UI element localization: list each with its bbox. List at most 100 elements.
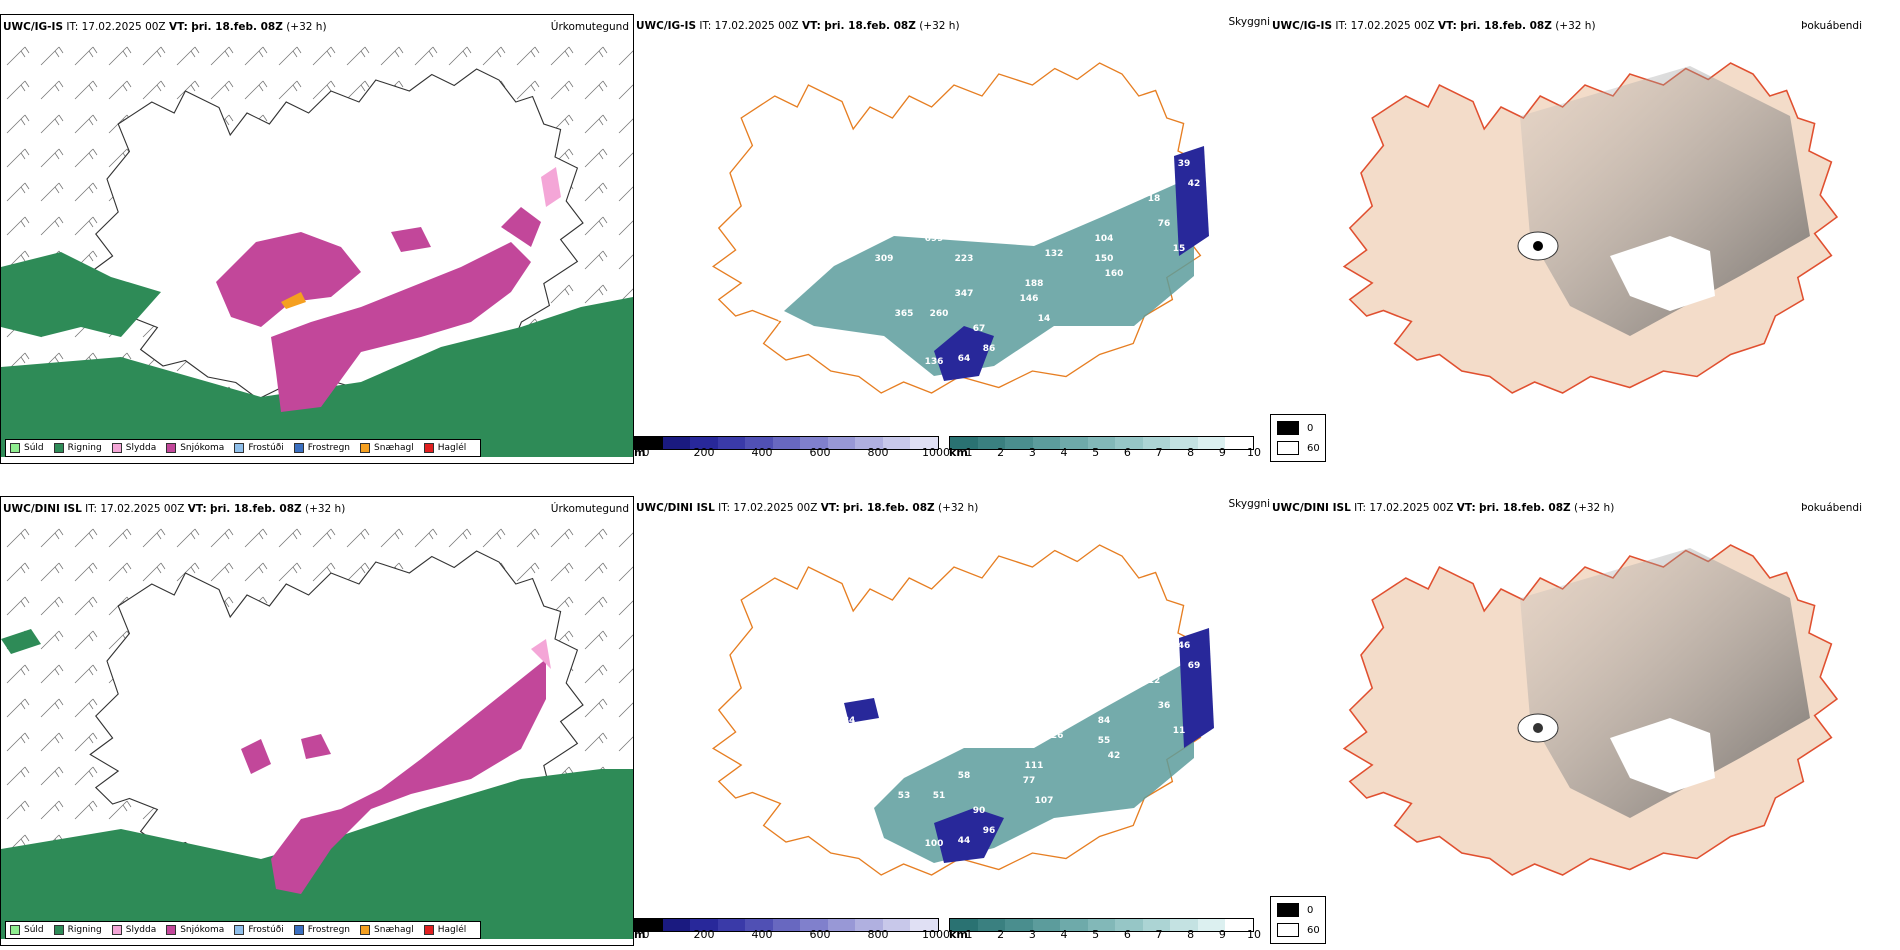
fog-map xyxy=(1343,544,1838,876)
precip-type-panel-1: UWC/IG-IS IT: 17.02.2025 00Z VT: þri. 18… xyxy=(0,14,634,464)
fog-legend-low: 0 xyxy=(1277,421,1313,435)
visibility-tick: 3 xyxy=(1028,446,1036,459)
cloud-base-tick: 200 xyxy=(693,928,715,941)
cloud-base-tick: 800 xyxy=(867,446,889,459)
cloud-base-label: 88 xyxy=(1128,114,1141,124)
panel-header: UWC/DINI ISL IT: 17.02.2025 00Z VT: þri.… xyxy=(1272,501,1614,515)
cloud-base-label: 132 xyxy=(1045,249,1064,259)
it-label: IT: xyxy=(66,21,79,33)
precip-type-panel-2: UWC/DINI ISL IT: 17.02.2025 00Z VT: þri.… xyxy=(0,496,634,946)
panel-kind: Skyggni xyxy=(1228,16,1271,28)
visibility-tick: 9 xyxy=(1218,928,1226,941)
cloud-base-label: 699 xyxy=(925,234,944,244)
legend-item-rain: Rigning xyxy=(53,925,102,935)
cloud-base-label: 307 xyxy=(705,329,724,339)
cloud-base-label: 76 xyxy=(1158,219,1171,229)
precip-type-map xyxy=(1,37,633,457)
visibility-tick: 7 xyxy=(1155,928,1163,941)
visibility-tick: 3 xyxy=(1028,928,1036,941)
it-label: IT: xyxy=(1335,20,1348,32)
cloud-base-tick: 600 xyxy=(809,928,831,941)
it-label: IT: xyxy=(718,502,731,514)
cloud-base-label: 42 xyxy=(1108,751,1121,761)
cloud-base-label: 53 xyxy=(898,791,911,801)
cloud-base-unit: m xyxy=(634,446,646,459)
cloud-base-label: 104 xyxy=(1095,234,1114,244)
cloud-base-label: 12 xyxy=(1148,676,1161,686)
model-name: UWC/IG-IS xyxy=(636,20,697,32)
cloud-base-label: 35 xyxy=(1148,159,1161,169)
cloud-base-label: 69 xyxy=(1188,661,1201,671)
legend-item-drizzle: Súld xyxy=(10,443,44,453)
panel-header: UWC/IG-IS IT: 17.02.2025 00Z VT: þri. 18… xyxy=(3,20,327,34)
cloud-base-labels: 84 306 647 837 173 98 58 53 51 100 44 96 90 71 77 111 10… xyxy=(800,596,1201,896)
visibility-tick: 5 xyxy=(1092,446,1100,459)
visibility-tick: 5 xyxy=(1092,928,1100,941)
legend-item-freezing-rain: Frostregn xyxy=(293,925,350,935)
panel-kind: Þokuábendi xyxy=(1801,502,1862,514)
cloud-base-tick: 0 xyxy=(642,928,650,941)
fog-legend: 0 60 xyxy=(1270,896,1326,944)
cloud-base-label: 46 xyxy=(1178,641,1191,651)
cloud-base-label: 8 xyxy=(1131,621,1137,631)
cloud-base-label: 107 xyxy=(1035,796,1054,806)
cloud-base-label: 136 xyxy=(925,357,944,367)
cloud-base-label: 15 xyxy=(1173,244,1186,254)
cloud-base-label: 12 xyxy=(728,329,741,339)
visibility-colorbar xyxy=(949,918,1254,932)
panel-kind: Þokuábendi xyxy=(1801,20,1862,32)
valid-time: þri. 18.feb. 08Z xyxy=(1460,20,1552,32)
cloud-base-label: 71 xyxy=(948,886,961,896)
cloud-base-colorbar xyxy=(634,918,939,932)
init-time: 17.02.2025 00Z xyxy=(81,21,166,33)
legend-item-sleet: Slydda xyxy=(111,443,156,453)
visibility-colorbar xyxy=(949,436,1254,450)
legend-item-rain: Rigning xyxy=(53,443,102,453)
legend-item-snow: Snjókoma xyxy=(166,443,224,453)
vt-label: VT: xyxy=(801,20,821,32)
cloud-base-label: 309 xyxy=(875,254,894,264)
cloud-base-unit: m xyxy=(634,928,646,941)
cloud-map: 84 306 647 837 173 98 58 53 51 100 44 96 90 71 77 111 10… xyxy=(712,544,1214,896)
model-name: UWC/DINI ISL xyxy=(636,502,715,514)
panel-kind: Úrkomutegund xyxy=(550,21,629,33)
cloud-base-label: 64 xyxy=(958,354,971,364)
visibility-tick: 8 xyxy=(1187,928,1195,941)
cloud-base-label: 111 xyxy=(1025,761,1044,771)
cloud-base-label: 365 xyxy=(895,309,914,319)
valid-time: þri. 18.feb. 08Z xyxy=(191,21,283,33)
legend-item-freezing-drizzle: Frostúði xyxy=(234,925,284,935)
cloud-base-label: 98 xyxy=(958,736,971,746)
cloud-base-label: 63 xyxy=(1158,129,1171,139)
valid-time: þri. 18.feb. 08Z xyxy=(824,20,916,32)
cloud-base-label: 5 xyxy=(1061,219,1067,229)
init-time: 17.02.2025 00Z xyxy=(1350,20,1435,32)
cloud-base-label: 223 xyxy=(955,254,974,264)
init-time: 17.02.2025 00Z xyxy=(1369,502,1454,514)
cloud-base-label: 837 xyxy=(875,736,894,746)
cloud-base-tick: 800 xyxy=(867,928,889,941)
cloud-base-label: 160 xyxy=(1105,269,1124,279)
cloud-base-label: 67 xyxy=(973,324,986,334)
cloud-base-label: 36 xyxy=(1158,701,1171,711)
panel-header: UWC/IG-IS IT: 17.02.2025 00Z VT: þri. 18… xyxy=(1272,19,1596,33)
cloud-base-label: 51 xyxy=(933,791,946,801)
visibility-tick: 9 xyxy=(1218,446,1226,459)
visibility-tick: 4 xyxy=(1060,928,1068,941)
legend-item-snow: Snjókoma xyxy=(166,925,224,935)
panel-kind: Skyggni xyxy=(1228,498,1271,510)
model-name: UWC/IG-IS xyxy=(1272,20,1333,32)
fog-panel-2: UWC/DINI ISL IT: 17.02.2025 00Z VT: þri.… xyxy=(1270,496,1900,946)
vt-label: VT: xyxy=(187,503,207,515)
cloud-base-label: 173 xyxy=(800,746,819,756)
panel-header: UWC/IG-IS IT: 17.02.2025 00Z VT: þri. 18… xyxy=(636,19,960,33)
init-time: 17.02.2025 00Z xyxy=(100,503,185,515)
legend-item-freezing-rain: Frostregn xyxy=(293,443,350,453)
cloud-base-label: 150 xyxy=(1095,254,1114,264)
legend-item-snow-pellets: Snæhagl xyxy=(360,443,414,453)
lead-time: (+32 h) xyxy=(919,20,960,32)
vt-label: VT: xyxy=(1437,20,1457,32)
cloud-base-label: 11 xyxy=(1173,726,1186,736)
visibility-tick: 1 xyxy=(965,928,973,941)
